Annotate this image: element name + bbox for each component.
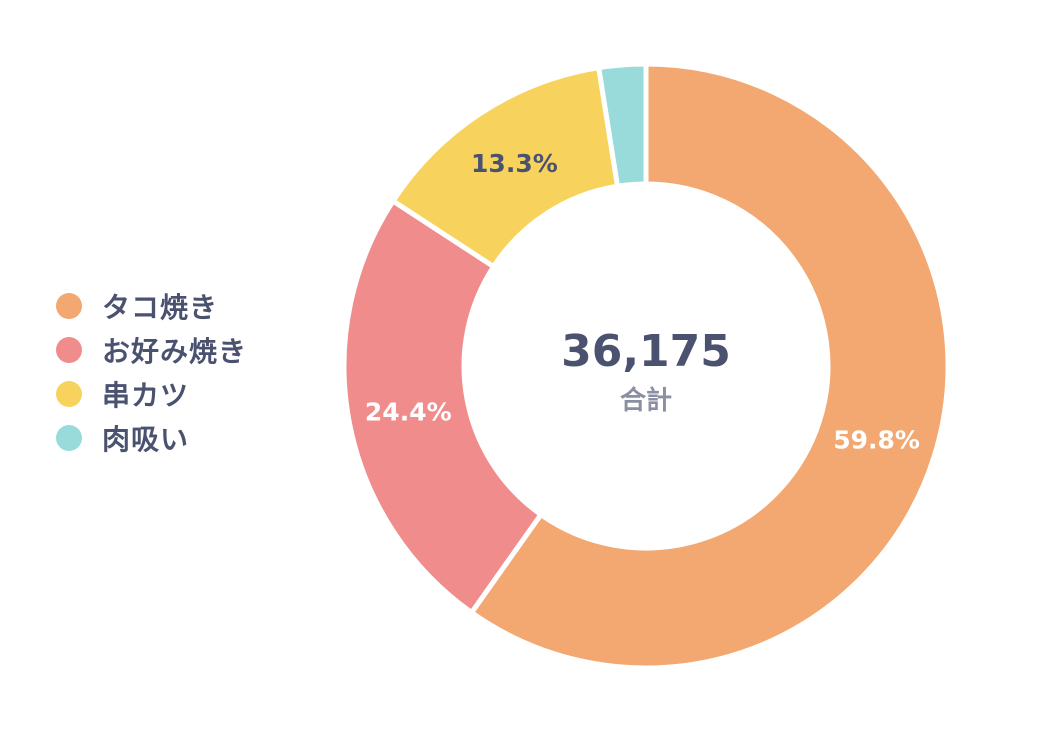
legend-item-nikusui[interactable]: 肉吸い <box>56 416 247 460</box>
donut-slices <box>341 61 951 671</box>
donut-slice-okonomiyaki[interactable] <box>341 197 545 617</box>
donut-slice-nikusui[interactable] <box>595 61 649 190</box>
center-total: 36,175 <box>561 326 731 377</box>
legend-item-takoyaki[interactable]: タコ焼き <box>56 284 247 328</box>
legend-item-okonomiyaki[interactable]: お好み焼き <box>56 328 247 372</box>
center-caption: 合計 <box>620 385 672 416</box>
legend-label: タコ焼き <box>102 291 219 324</box>
donut-slice-takoyaki[interactable] <box>468 61 951 671</box>
legend-swatch <box>56 337 82 363</box>
legend: タコ焼き お好み焼き 串カツ 肉吸い <box>56 284 247 460</box>
legend-swatch <box>56 425 82 451</box>
slice-label-kushikatsu: 13.3% <box>471 149 558 178</box>
legend-label: お好み焼き <box>102 335 248 368</box>
legend-swatch <box>56 381 82 407</box>
legend-item-kushikatsu[interactable]: 串カツ <box>56 372 247 416</box>
slice-label-okonomiyaki: 24.4% <box>365 397 452 426</box>
legend-label: 串カツ <box>102 379 190 412</box>
legend-swatch <box>56 293 82 319</box>
legend-label: 肉吸い <box>102 423 190 456</box>
slice-labels: 59.8% 24.4% 13.3% <box>365 149 920 454</box>
slice-label-takoyaki: 59.8% <box>833 425 920 454</box>
